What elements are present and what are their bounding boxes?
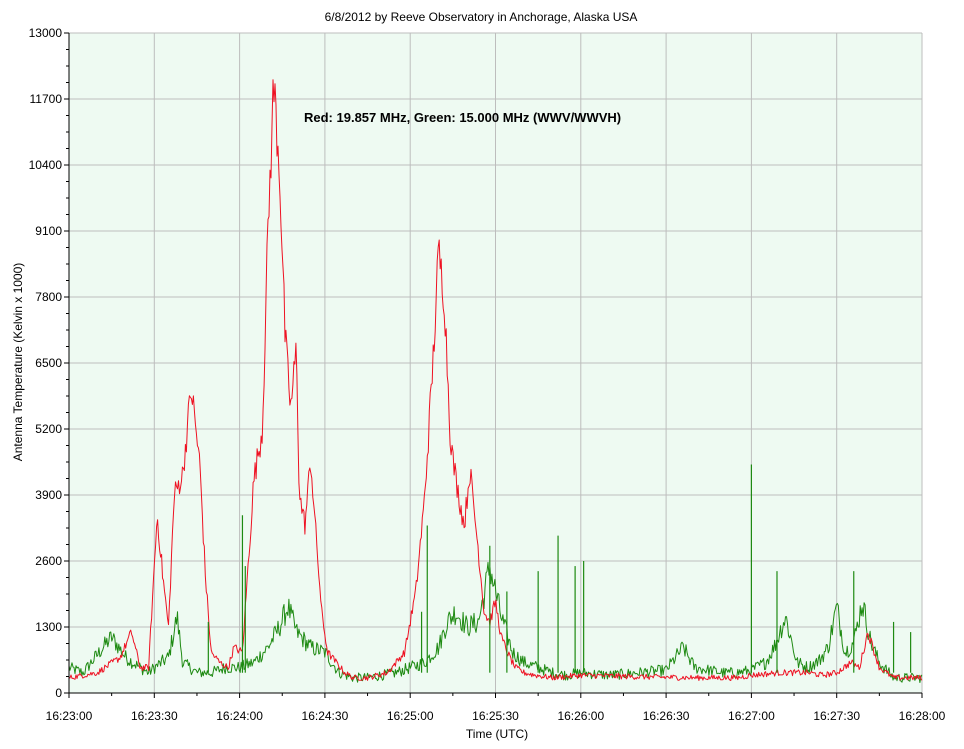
x-tick-label: 16:27:30	[813, 709, 860, 723]
y-tick-label: 0	[55, 686, 62, 700]
x-tick-label: 16:26:00	[557, 709, 604, 723]
chart-title: 6/8/2012 by Reeve Observatory in Anchora…	[325, 10, 638, 24]
x-tick-label: 16:25:30	[472, 709, 519, 723]
x-tick-label: 16:25:00	[387, 709, 434, 723]
y-tick-label: 9100	[35, 224, 62, 238]
y-tick-label: 7800	[35, 290, 62, 304]
series-line-1	[68, 561, 923, 683]
y-tick-label: 11700	[30, 92, 63, 106]
x-tick-label: 16:27:00	[728, 709, 775, 723]
y-axis-title: Antenna Temperature (Kelvin x 1000)	[11, 263, 25, 462]
y-tick-label: 1300	[35, 620, 62, 634]
x-tick-label: 16:24:30	[302, 709, 349, 723]
x-tick-label: 16:23:00	[46, 709, 93, 723]
y-tick-label: 13000	[29, 26, 63, 40]
series-line-0	[68, 79, 923, 681]
y-tick-label: 3900	[35, 488, 62, 502]
y-tick-label: 6500	[35, 356, 62, 370]
y-tick-label: 10400	[29, 158, 63, 172]
x-tick-label: 16:24:00	[216, 709, 263, 723]
y-tick-label: 5200	[35, 422, 62, 436]
x-tick-label: 16:26:30	[643, 709, 690, 723]
x-tick-label: 16:28:00	[899, 709, 946, 723]
x-tick-label: 16:23:30	[131, 709, 178, 723]
x-axis-title: Time (UTC)	[466, 727, 528, 741]
series-annotation: Red: 19.857 MHz, Green: 15.000 MHz (WWV/…	[304, 110, 621, 125]
y-tick-label: 2600	[35, 554, 62, 568]
